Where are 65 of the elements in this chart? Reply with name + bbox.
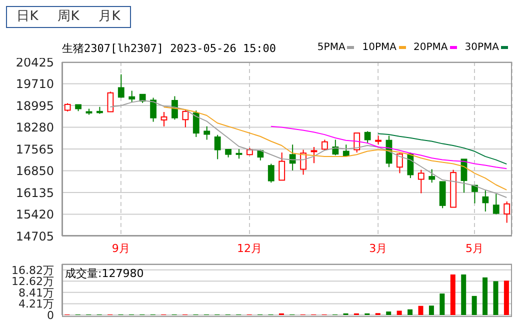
candlestick [310, 146, 318, 164]
candlestick [504, 200, 510, 224]
legend-label: 20PMA [414, 42, 448, 53]
y-tick-label: 19710 [16, 77, 54, 92]
y-tick-label: 4.21万 [18, 298, 54, 311]
bar [450, 274, 456, 315]
candlestick [396, 152, 403, 174]
candlestick [364, 130, 371, 144]
y-tick-label: 8.41万 [18, 286, 54, 300]
legend-label: 5PMA [317, 42, 346, 53]
candlestick [192, 110, 200, 138]
line-series [378, 133, 508, 165]
candlestick [439, 181, 446, 209]
x-tick-label: 5月 [466, 242, 484, 255]
bar [472, 296, 477, 315]
bar [428, 306, 434, 315]
bar [504, 280, 509, 315]
candlestick [482, 190, 489, 212]
candlestick [182, 109, 189, 128]
y-tick-label: 16850 [16, 164, 54, 178]
chart-title: 生猪2307[lh2307] 2023-05-26 15:00 [62, 41, 276, 56]
bar [386, 312, 392, 315]
x-tick-label: 3月 [369, 242, 388, 255]
candlestick [214, 134, 221, 160]
candlestick [150, 97, 156, 122]
bar [408, 309, 413, 315]
candlestick [418, 169, 424, 194]
candlestick [107, 91, 114, 113]
bar [461, 274, 466, 315]
text: 日K [16, 8, 40, 26]
legend-label: 10PMA [362, 42, 397, 53]
y-tick-label: 16.82万 [12, 264, 54, 277]
candlestick [160, 112, 168, 127]
candlestick [289, 144, 296, 171]
candlestick [428, 168, 436, 184]
text: 周K [56, 8, 80, 26]
candlestick [172, 96, 178, 120]
candlestick [278, 152, 286, 181]
bar [482, 277, 488, 315]
y-tick-label: 14705 [16, 229, 54, 244]
candlestick [268, 163, 274, 184]
legend-label: 30PMA [464, 42, 499, 53]
bar [418, 306, 424, 315]
y-tick-label: 17565 [16, 142, 54, 156]
candlestick [236, 148, 242, 160]
y-tick-label: 16135 [16, 186, 54, 200]
bar [493, 281, 498, 315]
candlestick [354, 132, 360, 153]
line-series [110, 100, 508, 198]
y-tick-label: 18995 [16, 98, 54, 113]
candlestick [118, 74, 124, 98]
candlestick [492, 193, 500, 215]
text: 月K [98, 8, 122, 26]
y-tick-label: 18280 [16, 120, 54, 135]
candlestick [322, 139, 328, 151]
candlestick [128, 90, 136, 103]
x-tick-label: 9月 [112, 242, 130, 255]
y-tick-label: 15420 [16, 208, 54, 222]
x-tick-label: 12月 [237, 242, 262, 255]
bar [396, 310, 402, 315]
bar [440, 294, 445, 315]
chart-title: 成交量:127980 [65, 266, 144, 281]
y-tick-label: 0 [47, 308, 54, 322]
y-tick-label: 12.62万 [12, 275, 54, 288]
candlestick [204, 126, 210, 140]
